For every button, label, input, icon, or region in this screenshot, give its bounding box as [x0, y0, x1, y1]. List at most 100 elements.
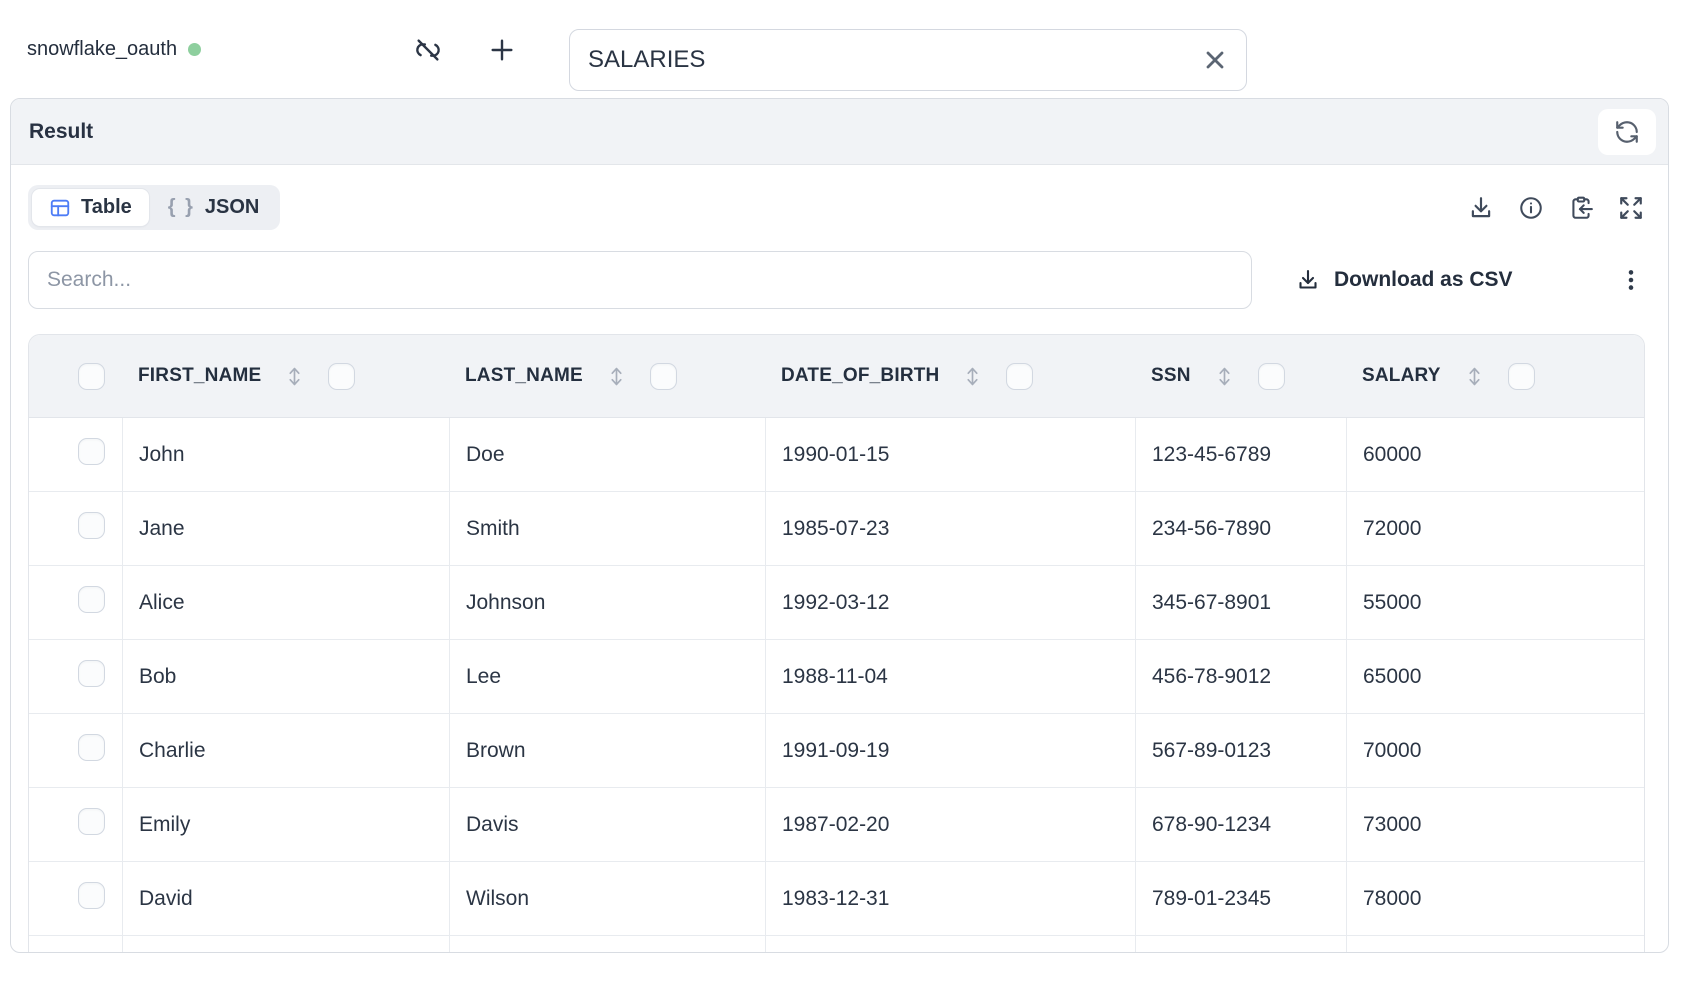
row-checkbox[interactable]	[78, 734, 105, 761]
row-select-cell	[29, 788, 122, 862]
cell-first_name: Alice	[122, 566, 449, 640]
row-select-cell	[29, 640, 122, 714]
row-checkbox[interactable]	[78, 660, 105, 687]
refresh-icon	[1614, 119, 1640, 145]
row-checkbox[interactable]	[78, 512, 105, 539]
column-checkbox[interactable]	[1507, 362, 1535, 390]
view-mode-tabs: Table { } JSON	[28, 185, 281, 230]
column-checkbox[interactable]	[1006, 362, 1034, 390]
table-row: Alice Johnson 1992-03-12 345-67-8901 55000	[29, 566, 1644, 640]
column-label: SALARY	[1362, 365, 1441, 386]
result-table: FIRST_NAME LAST_NAME DATE_OF_BIRTH SSN S…	[28, 334, 1645, 952]
download-result-button[interactable]	[1468, 195, 1494, 221]
cell-salary: 55000	[1346, 566, 1644, 640]
table-row: David Wilson 1983-12-31 789-01-2345 78000	[29, 862, 1644, 936]
connection-name: snowflake_oauth	[27, 37, 178, 60]
kebab-menu-icon	[1618, 267, 1644, 293]
sort-icon[interactable]	[1217, 365, 1232, 388]
search-input[interactable]	[28, 251, 1252, 309]
cell-ssn: 678-90-1234	[1135, 788, 1346, 862]
plus-icon	[486, 34, 518, 66]
column-header-last_name[interactable]: LAST_NAME	[449, 335, 765, 418]
row-checkbox[interactable]	[78, 882, 105, 909]
column-checkbox[interactable]	[328, 362, 356, 390]
tab-json-label: JSON	[204, 196, 260, 218]
cell-ssn: 345-67-8901	[1135, 566, 1346, 640]
table-icon	[49, 197, 71, 219]
sort-icon[interactable]	[609, 365, 624, 388]
cell-last_name: Lee	[449, 640, 765, 714]
result-panel: Result T	[10, 98, 1669, 953]
cell-last_name: Johnson	[449, 566, 765, 640]
column-header-salary[interactable]: SALARY	[1346, 335, 1644, 418]
row-checkbox[interactable]	[78, 808, 105, 835]
cell-date_of_birth: 1990-01-15	[765, 418, 1135, 492]
table-name-input[interactable]	[570, 30, 1246, 90]
expand-button[interactable]	[1618, 195, 1644, 221]
cell-date_of_birth	[765, 936, 1135, 952]
select-all-checkbox[interactable]	[78, 362, 105, 390]
info-button[interactable]	[1518, 195, 1544, 221]
cell-date_of_birth: 1987-02-20	[765, 788, 1135, 862]
tab-json[interactable]: { } JSON	[151, 189, 277, 226]
cell-date_of_birth: 1985-07-23	[765, 492, 1135, 566]
download-icon	[1296, 268, 1320, 292]
more-options-button[interactable]	[1618, 267, 1644, 293]
table-row: Charlie Brown 1991-09-19 567-89-0123 70000	[29, 714, 1644, 788]
cell-last_name: Davis	[449, 788, 765, 862]
cell-salary: 73000	[1346, 788, 1644, 862]
download-csv-button[interactable]: Download as CSV	[1296, 268, 1513, 292]
column-header-date_of_birth[interactable]: DATE_OF_BIRTH	[765, 335, 1135, 418]
sort-icon[interactable]	[965, 365, 980, 388]
row-checkbox[interactable]	[78, 438, 105, 465]
top-bar: snowflake_oauth	[0, 0, 1682, 98]
search-row: Download as CSV	[11, 230, 1668, 309]
cell-date_of_birth: 1988-11-04	[765, 640, 1135, 714]
select-all-header-cell	[29, 335, 122, 418]
refresh-button[interactable]	[1598, 108, 1656, 155]
cell-last_name: Brown	[449, 714, 765, 788]
cell-first_name: David	[122, 862, 449, 936]
cell-ssn: 567-89-0123	[1135, 714, 1346, 788]
connection-status-dot	[188, 42, 202, 56]
cell-date_of_birth: 1991-09-19	[765, 714, 1135, 788]
column-header-first_name[interactable]: FIRST_NAME	[122, 335, 449, 418]
column-header-ssn[interactable]: SSN	[1135, 335, 1346, 418]
tab-table[interactable]: Table	[32, 189, 149, 226]
row-checkbox[interactable]	[78, 586, 105, 613]
column-label: FIRST_NAME	[138, 365, 262, 386]
cell-salary: 60000	[1346, 418, 1644, 492]
row-select-cell	[29, 492, 122, 566]
row-select-cell	[29, 936, 122, 952]
cell-last_name: Doe	[449, 418, 765, 492]
download-csv-label: Download as CSV	[1334, 268, 1513, 291]
table-row: Emily Davis 1987-02-20 678-90-1234 73000	[29, 788, 1644, 862]
cell-salary: 70000	[1346, 714, 1644, 788]
column-checkbox[interactable]	[1257, 362, 1285, 390]
sort-icon[interactable]	[1467, 365, 1482, 388]
info-icon	[1518, 195, 1544, 221]
table-row-partial	[29, 936, 1644, 952]
braces-icon: { }	[167, 196, 195, 218]
cell-ssn: 456-78-9012	[1135, 640, 1346, 714]
row-select-cell	[29, 418, 122, 492]
unlink-icon	[413, 35, 443, 65]
disconnect-button[interactable]	[412, 34, 444, 66]
expand-icon	[1618, 195, 1644, 221]
cell-ssn: 123-45-6789	[1135, 418, 1346, 492]
result-panel-header: Result	[11, 99, 1668, 165]
cell-ssn	[1135, 936, 1346, 952]
cell-first_name: Emily	[122, 788, 449, 862]
cell-ssn: 789-01-2345	[1135, 862, 1346, 936]
add-tab-button[interactable]	[486, 34, 518, 66]
clear-input-button[interactable]	[1200, 45, 1230, 75]
column-checkbox[interactable]	[649, 362, 677, 390]
column-label: SSN	[1151, 365, 1191, 386]
sort-icon[interactable]	[287, 365, 302, 388]
cell-salary: 72000	[1346, 492, 1644, 566]
cell-last_name: Wilson	[449, 862, 765, 936]
cell-last_name: Smith	[449, 492, 765, 566]
column-label: LAST_NAME	[465, 365, 583, 386]
copy-to-clipboard-button[interactable]	[1568, 195, 1594, 221]
cell-first_name	[122, 936, 449, 952]
